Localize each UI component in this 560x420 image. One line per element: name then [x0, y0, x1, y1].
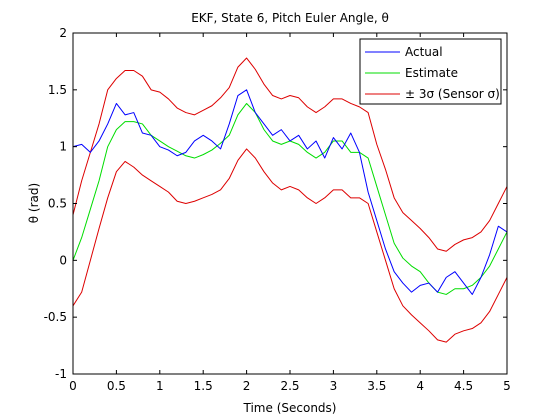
x-tick-label: 1 — [156, 379, 164, 393]
y-tick-label: -1 — [55, 367, 67, 381]
legend: Actual Estimate ± 3σ (Sensor σ) — [359, 38, 502, 105]
y-tick-label: -0.5 — [44, 310, 67, 324]
x-tick-label: 2.5 — [280, 379, 299, 393]
x-tick-label: 0 — [69, 379, 77, 393]
legend-label-estimate: Estimate — [405, 66, 458, 80]
legend-label-bounds: ± 3σ (Sensor σ) — [405, 87, 500, 101]
x-tick-label: 2 — [243, 379, 251, 393]
x-tick-label: 5 — [503, 379, 511, 393]
x-tick-label: 4 — [416, 379, 424, 393]
legend-box — [359, 38, 502, 105]
tick-layer: 0 0.5 1 1.5 2 2.5 3 3.5 4 4.5 5 -1 -0.5 0 0.5 1 1.5 2 — [44, 26, 511, 393]
x-axis-label: Time (Seconds) — [243, 401, 337, 415]
x-tick-label: 3 — [330, 379, 338, 393]
lower-bound-series-line — [73, 148, 507, 343]
y-tick-label: 1 — [59, 140, 67, 154]
y-tick-label: 0 — [59, 253, 67, 267]
x-tick-label: 0.5 — [107, 379, 126, 393]
x-tick-label: 1.5 — [194, 379, 213, 393]
y-tick-label: 0.5 — [48, 197, 67, 211]
legend-label-actual: Actual — [405, 45, 443, 59]
y-tick-label: 2 — [59, 26, 67, 40]
x-tick-label: 4.5 — [454, 379, 473, 393]
y-tick-label: 1.5 — [48, 83, 67, 97]
series-layer — [73, 57, 507, 343]
actual-series-line — [73, 89, 507, 295]
upper-bound-series-line — [73, 57, 507, 252]
chart-title: EKF, State 6, Pitch Euler Angle, θ — [191, 11, 389, 25]
y-axis-label: θ (rad) — [27, 183, 41, 223]
x-tick-label: 3.5 — [367, 379, 386, 393]
